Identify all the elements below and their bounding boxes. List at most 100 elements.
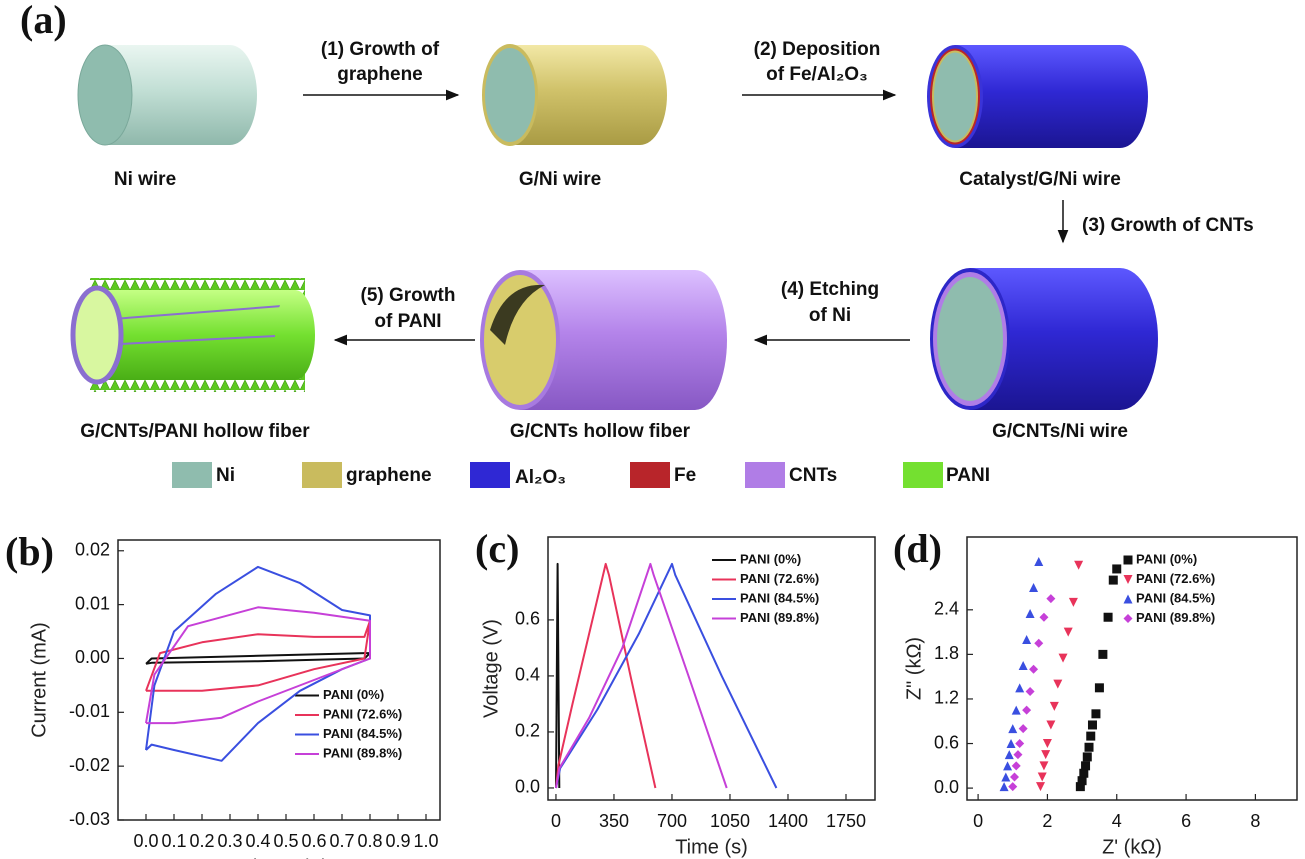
legend-label: PANI (0%): [323, 687, 384, 702]
x-tick-label: 0.5: [273, 831, 298, 851]
point: [1006, 739, 1016, 749]
x-tick-label: 350: [599, 811, 629, 831]
step-label: (2) Deposition: [754, 39, 881, 60]
y-tick-label: -0.02: [69, 755, 110, 775]
legend-label: PANI (72.6%): [1136, 571, 1215, 586]
legend-label: PANI (72.6%): [323, 706, 402, 721]
plot-frame: [117, 539, 441, 821]
point: [1011, 705, 1021, 715]
y-tick-label: 1.8: [934, 643, 959, 663]
plot-frame: [547, 536, 876, 801]
x-axis-label: Z' (kΩ): [1102, 836, 1162, 858]
point: [1025, 687, 1035, 697]
point: [1035, 782, 1045, 792]
legend-label: PANI (89.8%): [1136, 610, 1215, 625]
stage-label: G/CNTs/Ni wire: [992, 421, 1128, 442]
point: [1003, 761, 1013, 771]
stage-label: Catalyst/G/Ni wire: [959, 169, 1121, 190]
g-ni-wire: [482, 44, 667, 146]
y-tick-label: 0.0: [515, 777, 540, 797]
y-axis-label: Current (mA): [28, 622, 50, 738]
point: [1108, 575, 1118, 585]
point: [1042, 739, 1052, 749]
point: [1094, 683, 1104, 693]
point: [1112, 564, 1122, 574]
panel-label: (c): [475, 526, 519, 571]
legend-label: PANI (0%): [740, 551, 801, 566]
point: [1074, 560, 1084, 570]
step-label: of Fe/Al₂O₃: [766, 64, 868, 85]
stage-label: G/CNTs/PANI hollow fiber: [80, 421, 310, 442]
legend-label: PANI (84.5%): [740, 590, 819, 605]
x-tick-label: 0.0: [133, 831, 158, 851]
point: [1041, 750, 1051, 760]
curve: [145, 652, 371, 665]
x-tick-label: 0.8: [357, 831, 382, 851]
point: [1039, 761, 1049, 771]
point: [1018, 661, 1028, 671]
point: [1008, 782, 1018, 792]
ni-wire: [77, 44, 257, 146]
legend-swatch: [1123, 594, 1133, 604]
point: [1081, 761, 1091, 771]
stage-label: Ni wire: [114, 169, 176, 190]
y-tick-label: 0.2: [515, 721, 540, 741]
curve: [555, 562, 657, 789]
x-tick-label: 1400: [768, 811, 808, 831]
y-tick-label: 0.6: [934, 732, 959, 752]
legend-label: PANI (72.6%): [740, 571, 819, 586]
step-label: (1) Growth of: [321, 39, 440, 60]
x-tick-label: 0: [551, 811, 561, 831]
point: [1029, 583, 1039, 593]
y-tick-label: 0.0: [934, 777, 959, 797]
x-tick-label: 1750: [826, 811, 866, 831]
legend-swatch: [1123, 575, 1133, 584]
point: [1015, 683, 1025, 693]
point: [1086, 731, 1096, 741]
point: [1013, 750, 1023, 760]
legend-label: PANI (84.5%): [323, 726, 402, 741]
x-tick-label: 4: [1112, 811, 1122, 831]
x-axis-label: Time (s): [675, 836, 748, 858]
panel-label: (a): [20, 0, 67, 42]
legend-label: graphene: [346, 465, 432, 486]
step-label: of PANI: [374, 311, 441, 332]
x-tick-label: 0.1: [161, 831, 186, 851]
x-tick-label: 2: [1042, 811, 1052, 831]
point: [1022, 635, 1032, 645]
x-tick-label: 1.0: [413, 831, 438, 851]
point: [1079, 768, 1089, 778]
step-label: (5) Growth: [361, 285, 456, 306]
cnt-ni-wire: [930, 268, 1158, 410]
x-tick-label: 6: [1181, 811, 1191, 831]
pani-fiber: [70, 278, 315, 392]
point: [1034, 557, 1044, 567]
y-tick-label: -0.03: [69, 809, 110, 829]
x-tick-label: 0.4: [245, 831, 270, 851]
y-tick-label: 2.4: [934, 599, 959, 619]
point: [1091, 709, 1101, 719]
step-label: (3) Growth of CNTs: [1082, 215, 1254, 236]
point: [1053, 679, 1063, 689]
point: [1034, 638, 1044, 648]
y-tick-label: 0.4: [515, 665, 540, 685]
point: [1025, 609, 1035, 619]
point: [1018, 724, 1028, 734]
step-label: graphene: [337, 64, 423, 85]
legend-label: PANI: [946, 465, 990, 486]
y-axis-label: Z" (kΩ): [903, 637, 925, 700]
legend-label: CNTs: [789, 465, 837, 486]
legend-swatch: [1123, 555, 1133, 565]
y-tick-label: 1.2: [934, 688, 959, 708]
y-tick-label: 0.02: [75, 540, 110, 560]
y-tick-label: -0.01: [69, 701, 110, 721]
point: [1049, 701, 1059, 711]
step-label: of Ni: [809, 305, 851, 326]
stage-label: G/Ni wire: [519, 169, 601, 190]
x-axis-label: Voltage (V): [230, 856, 329, 859]
point: [1077, 776, 1087, 786]
x-tick-label: 1050: [710, 811, 750, 831]
swatch: [745, 462, 785, 488]
swatch: [630, 462, 670, 488]
point: [1029, 664, 1039, 674]
